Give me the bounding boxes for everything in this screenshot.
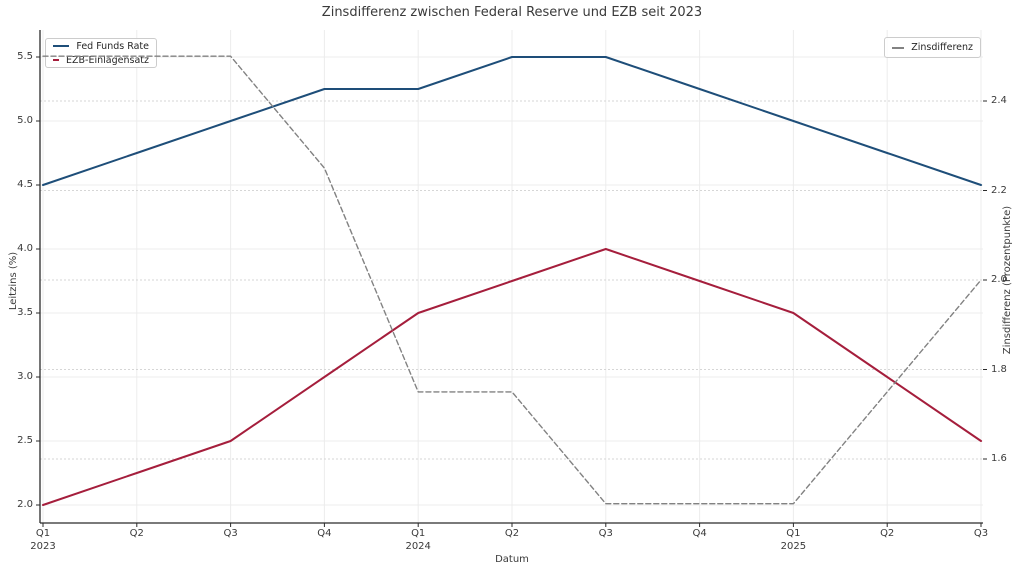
ezb-line-swatch-icon — [53, 59, 60, 61]
x-axis-title: Datum — [495, 554, 529, 565]
y-left-tick-label: 5.0 — [17, 115, 33, 126]
y-left-tick-label: 2.0 — [17, 499, 33, 510]
x-tick-label-quarter: Q1 — [786, 528, 801, 539]
fed-funds-line-swatch-icon — [53, 45, 70, 47]
x-tick-label-quarter: Q3 — [223, 528, 238, 539]
y-right-tick-label: 2.0 — [991, 274, 1007, 285]
y-right-tick-label: 1.6 — [991, 453, 1007, 464]
chart-title: Zinsdifferenz zwischen Federal Reserve u… — [321, 5, 703, 20]
diff-dashed-line-swatch-icon — [892, 46, 905, 49]
y-left-tick-label: 2.5 — [17, 435, 33, 446]
x-tick-label-quarter: Q3 — [973, 528, 989, 539]
legend-item-ezb: EZB-Einlagensatz — [53, 55, 149, 66]
legend-item-zinsdifferenz: Zinsdifferenz — [892, 42, 973, 53]
y-left-tick-label: 3.5 — [17, 307, 33, 318]
legend-item-fed-funds: Fed Funds Rate — [53, 41, 149, 52]
x-tick-label-quarter: Q4 — [692, 528, 707, 539]
x-tick-label-quarter: Q1 — [35, 528, 51, 539]
y-left-tick-label: 4.5 — [17, 179, 33, 190]
legend-label-fed-funds: Fed Funds Rate — [76, 40, 149, 52]
x-tick-label-year: 2023 — [30, 541, 56, 552]
x-tick-label-quarter: Q4 — [317, 528, 332, 539]
x-tick-label-year: 2024 — [405, 541, 431, 552]
x-tick-label-year: 2025 — [780, 541, 807, 552]
y-left-tick-label: 4.0 — [17, 243, 33, 254]
x-tick-label-quarter: Q2 — [504, 528, 520, 539]
legend-right-diff: Zinsdifferenz — [884, 37, 981, 58]
y-left-tick-label: 5.5 — [17, 51, 33, 62]
legend-label-ezb: EZB-Einlagensatz — [66, 54, 149, 66]
y-right-tick-label: 2.2 — [991, 184, 1007, 196]
x-tick-label-quarter: Q2 — [129, 528, 144, 539]
legend-label-zinsdifferenz: Zinsdifferenz — [911, 42, 973, 53]
x-tick-label-quarter: Q2 — [880, 528, 895, 539]
y-left-tick-label: 3.0 — [17, 371, 33, 382]
x-tick-label-quarter: Q1 — [411, 528, 426, 539]
y-right-tick-label: 2.4 — [991, 95, 1007, 106]
y-right-tick-label: 1.8 — [991, 363, 1007, 375]
legend-left-rates: Fed Funds Rate EZB-Einlagensatz — [45, 38, 157, 68]
x-tick-label-quarter: Q3 — [598, 528, 613, 539]
